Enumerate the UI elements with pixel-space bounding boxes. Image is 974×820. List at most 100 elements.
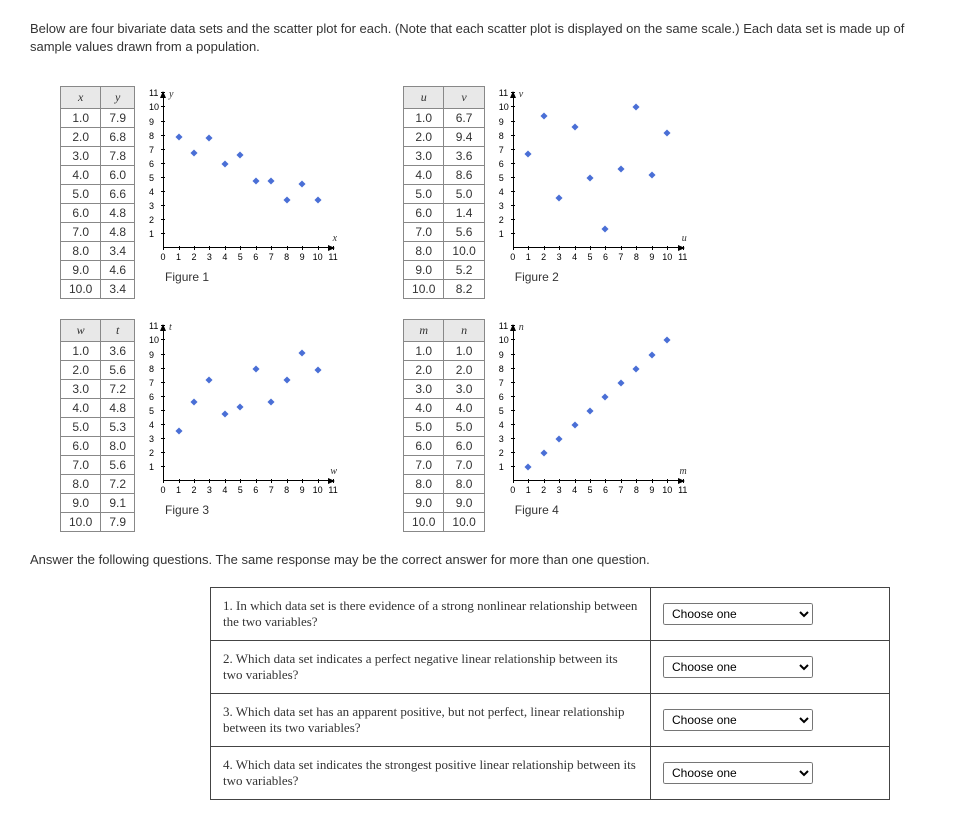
table-cell: 6.0 bbox=[404, 204, 444, 223]
x-tick-label: 8 bbox=[634, 485, 639, 495]
table-cell: 3.0 bbox=[61, 380, 101, 399]
y-tick-label: 5 bbox=[499, 406, 504, 416]
table-cell: 7.0 bbox=[61, 223, 101, 242]
answer-select-4[interactable]: Choose one bbox=[663, 762, 813, 784]
x-tick-label: 8 bbox=[634, 252, 639, 262]
table-cell: 3.4 bbox=[101, 280, 135, 299]
x-tick-label: 8 bbox=[284, 485, 289, 495]
table-cell: 7.0 bbox=[404, 223, 444, 242]
x-axis-label: x bbox=[333, 233, 337, 244]
answer-select-2[interactable]: Choose one bbox=[663, 656, 813, 678]
table-cell: 1.0 bbox=[61, 109, 101, 128]
x-tick-label: 4 bbox=[572, 485, 577, 495]
y-tick-label: 2 bbox=[499, 215, 504, 225]
x-tick-label: 2 bbox=[191, 252, 196, 262]
y-tick-label: 9 bbox=[149, 117, 154, 127]
scatter-chart: 012345678910111234567891011nm bbox=[493, 319, 693, 499]
data-point bbox=[314, 367, 321, 374]
data-point bbox=[175, 427, 182, 434]
table-cell: 3.6 bbox=[101, 342, 135, 361]
dataset-block: uv1.06.72.09.43.03.64.08.65.05.06.01.47.… bbox=[403, 86, 693, 299]
data-point bbox=[648, 351, 655, 358]
table-cell: 4.6 bbox=[101, 261, 135, 280]
table-cell: 10.0 bbox=[61, 280, 101, 299]
y-tick-label: 8 bbox=[149, 364, 154, 374]
question-text: 4. Which data set indicates the stronges… bbox=[211, 747, 651, 800]
data-point bbox=[602, 393, 609, 400]
table-cell: 8.0 bbox=[404, 242, 444, 261]
table-cell: 1.0 bbox=[404, 342, 444, 361]
x-axis-label: w bbox=[330, 466, 337, 477]
table-cell: 5.0 bbox=[61, 185, 101, 204]
y-tick-label: 8 bbox=[499, 131, 504, 141]
table-cell: 4.0 bbox=[404, 166, 444, 185]
table-cell: 6.0 bbox=[101, 166, 135, 185]
x-tick-label: 1 bbox=[526, 485, 531, 495]
data-point bbox=[540, 112, 547, 119]
x-tick-label: 4 bbox=[572, 252, 577, 262]
table-cell: 7.2 bbox=[101, 475, 135, 494]
table-cell: 9.0 bbox=[404, 494, 444, 513]
table-cell: 4.0 bbox=[444, 399, 484, 418]
x-tick-label: 2 bbox=[541, 252, 546, 262]
table-cell: 6.6 bbox=[101, 185, 135, 204]
data-point bbox=[602, 225, 609, 232]
figure-caption: Figure 3 bbox=[165, 503, 343, 517]
data-point bbox=[175, 134, 182, 141]
table-cell: 8.0 bbox=[61, 242, 101, 261]
scatter-chart: 012345678910111234567891011tw bbox=[143, 319, 343, 499]
table-cell: 8.0 bbox=[101, 437, 135, 456]
data-point bbox=[299, 350, 306, 357]
data-point bbox=[586, 407, 593, 414]
x-tick-label: 5 bbox=[588, 485, 593, 495]
x-tick-label: 9 bbox=[300, 485, 305, 495]
data-table: mn1.01.02.02.03.03.04.04.05.05.06.06.07.… bbox=[403, 319, 485, 532]
y-tick-label: 5 bbox=[149, 406, 154, 416]
y-tick-label: 11 bbox=[149, 321, 158, 331]
data-point bbox=[206, 135, 213, 142]
table-cell: 7.0 bbox=[61, 456, 101, 475]
table-header: w bbox=[61, 320, 101, 342]
y-tick-label: 1 bbox=[149, 462, 154, 472]
data-table: wt1.03.62.05.63.07.24.04.85.05.36.08.07.… bbox=[60, 319, 135, 532]
questions-table: 1. In which data set is there evidence o… bbox=[210, 587, 890, 800]
y-tick-label: 11 bbox=[499, 88, 508, 98]
x-tick-label: 10 bbox=[313, 485, 323, 495]
y-tick-label: 2 bbox=[499, 448, 504, 458]
data-point bbox=[268, 399, 275, 406]
answer-select-1[interactable]: Choose one bbox=[663, 603, 813, 625]
table-cell: 6.0 bbox=[61, 437, 101, 456]
x-tick-label: 7 bbox=[269, 252, 274, 262]
table-cell: 3.0 bbox=[444, 380, 484, 399]
table-cell: 4.0 bbox=[61, 399, 101, 418]
y-tick-label: 10 bbox=[149, 102, 159, 112]
dataset-block: xy1.07.92.06.83.07.84.06.05.06.66.04.87.… bbox=[60, 86, 343, 299]
x-tick-label: 0 bbox=[510, 252, 515, 262]
table-cell: 7.0 bbox=[444, 456, 484, 475]
table-cell: 10.0 bbox=[404, 280, 444, 299]
y-tick-label: 2 bbox=[149, 215, 154, 225]
data-point bbox=[206, 376, 213, 383]
answer-select-3[interactable]: Choose one bbox=[663, 709, 813, 731]
y-tick-label: 7 bbox=[149, 378, 154, 388]
table-cell: 3.6 bbox=[444, 147, 484, 166]
table-cell: 9.1 bbox=[101, 494, 135, 513]
table-cell: 5.6 bbox=[101, 361, 135, 380]
table-cell: 1.0 bbox=[61, 342, 101, 361]
dataset-block: mn1.01.02.02.03.03.04.04.05.05.06.06.07.… bbox=[403, 319, 693, 532]
question-text: 1. In which data set is there evidence o… bbox=[211, 588, 651, 641]
y-tick-label: 4 bbox=[149, 420, 154, 430]
data-point bbox=[648, 172, 655, 179]
table-cell: 9.0 bbox=[61, 261, 101, 280]
y-tick-label: 8 bbox=[499, 364, 504, 374]
data-point bbox=[586, 174, 593, 181]
table-cell: 3.0 bbox=[404, 147, 444, 166]
y-tick-label: 3 bbox=[499, 201, 504, 211]
y-tick-label: 2 bbox=[149, 448, 154, 458]
table-cell: 5.6 bbox=[444, 223, 484, 242]
data-point bbox=[617, 166, 624, 173]
x-tick-label: 11 bbox=[678, 485, 687, 495]
data-point bbox=[283, 197, 290, 204]
data-table: uv1.06.72.09.43.03.64.08.65.05.06.01.47.… bbox=[403, 86, 485, 299]
table-cell: 7.9 bbox=[101, 109, 135, 128]
